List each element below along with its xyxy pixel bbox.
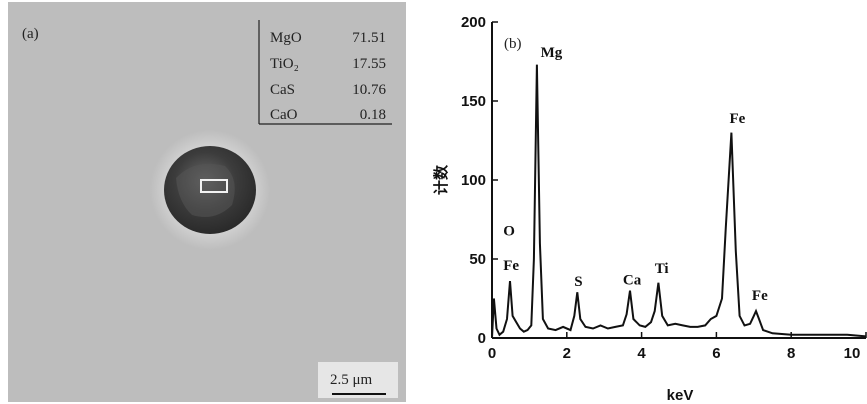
y-tick-label: 0 <box>478 330 486 347</box>
panel-a-label: (a) <box>22 26 39 42</box>
peak-label: Ti <box>655 261 669 277</box>
sem-panel: (a) MgO 71.51 TiO₂ 17.55 CaS 10.76 CaO 0… <box>8 2 406 402</box>
x-axis-title: keV <box>667 387 694 404</box>
panel-b-label: (b) <box>504 36 522 52</box>
x-tick-label: 2 <box>563 345 571 362</box>
peak-label: Mg <box>541 45 563 61</box>
table-cell-compound: TiO₂ <box>270 56 299 72</box>
peak-label: Fe <box>729 111 745 127</box>
y-tick-label: 50 <box>469 251 486 268</box>
peak-label: Fe <box>752 288 768 304</box>
table-cell-value: 17.55 <box>352 56 386 72</box>
eds-spectrum-chart: (b) keV 计数 0 50 100 150 200 0 2 4 6 8 10 Mg Fe O Fe S C… <box>432 14 867 404</box>
inclusion-core <box>176 163 235 218</box>
table-cell-compound: MgO <box>270 30 302 46</box>
table-cell-value: 0.18 <box>360 107 386 123</box>
analysis-box <box>200 179 228 193</box>
y-tick-label: 200 <box>461 14 486 31</box>
y-tick-label: 100 <box>461 172 486 189</box>
y-tick-label: 150 <box>461 93 486 110</box>
table-cell-value: 71.51 <box>352 30 386 46</box>
x-tick-label: 4 <box>637 345 646 362</box>
table-cell-compound: CaS <box>270 82 295 98</box>
y-axis-title: 计数 <box>432 164 450 195</box>
scale-bar-box <box>318 362 398 398</box>
table-cell-compound: CaO <box>270 107 298 123</box>
scale-bar-label: 2.5 μm <box>330 372 373 388</box>
spectrum-line <box>491 64 867 339</box>
peak-label: Ca <box>623 272 642 288</box>
peak-label: O <box>503 223 515 239</box>
x-tick-label: 0 <box>488 345 496 362</box>
peak-label: S <box>574 274 582 290</box>
x-tick-label: 6 <box>712 345 720 362</box>
scale-bar: 2.5 μm <box>318 362 398 398</box>
composition-table: MgO 71.51 TiO₂ 17.55 CaS 10.76 CaO 0.18 <box>258 20 392 125</box>
peak-label: Fe <box>503 258 519 274</box>
table-cell-value: 10.76 <box>352 82 386 98</box>
x-tick-label: 10 <box>844 345 861 362</box>
x-tick-label: 8 <box>787 345 795 362</box>
